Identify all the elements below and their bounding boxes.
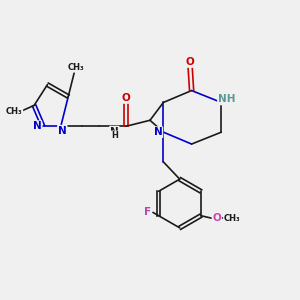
Text: CH₃: CH₃ [6, 107, 22, 116]
Text: N: N [110, 127, 119, 136]
Text: NH: NH [218, 94, 236, 104]
Text: N: N [154, 127, 162, 137]
Text: CH₃: CH₃ [68, 63, 84, 72]
Text: CH₃: CH₃ [224, 214, 240, 223]
Text: F: F [144, 207, 151, 218]
Text: H: H [111, 131, 118, 140]
Text: O: O [122, 93, 130, 103]
Text: O: O [186, 57, 194, 67]
Text: N: N [33, 121, 41, 131]
Text: N: N [58, 126, 67, 136]
Text: O: O [212, 213, 221, 224]
